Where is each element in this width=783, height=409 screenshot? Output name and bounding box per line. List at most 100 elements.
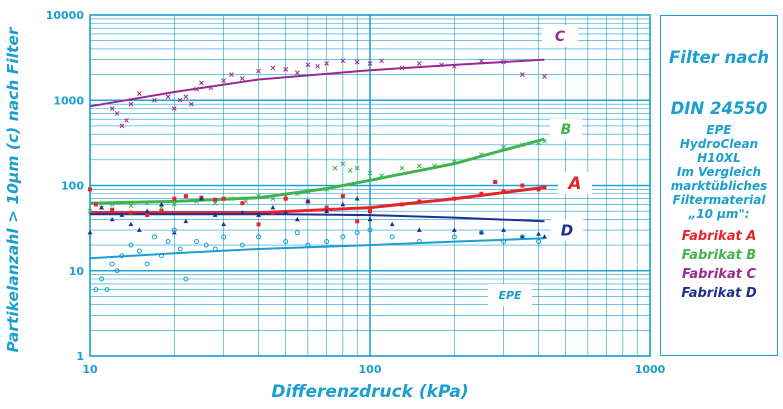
point-epe [221, 234, 227, 240]
point-c [109, 106, 115, 111]
point-d [183, 218, 189, 224]
point-epe [165, 239, 171, 245]
curve-d [90, 213, 545, 223]
point-a [88, 187, 92, 192]
point-a [417, 199, 422, 204]
point-epe [183, 276, 189, 282]
point-c [165, 94, 171, 100]
point-a [93, 202, 98, 207]
point-epe [283, 239, 289, 245]
point-d [136, 227, 142, 232]
point-d [239, 210, 245, 215]
legend-title-line1: Filter nach [669, 48, 769, 67]
point-a [183, 194, 188, 199]
point-b [128, 203, 134, 209]
point-d [199, 196, 204, 201]
point-b [332, 165, 338, 171]
point-c [199, 80, 204, 86]
fit-curves [89, 58, 545, 260]
point-epe [389, 234, 395, 240]
point-b [416, 163, 422, 169]
point-c [256, 68, 261, 74]
point-a [520, 183, 525, 188]
point-c [136, 91, 142, 96]
point-epe [152, 234, 158, 240]
point-epe [239, 242, 245, 248]
series-label-bg-d [551, 219, 583, 241]
point-epe [294, 230, 300, 236]
point-b [324, 187, 329, 192]
point-c [221, 78, 226, 83]
legend-line: Filtermaterial [672, 193, 766, 207]
point-c [171, 106, 177, 111]
point-c [501, 59, 506, 65]
point-a [270, 210, 275, 215]
point-d [283, 210, 289, 215]
point-d [128, 221, 134, 227]
series-label-epe: EPE [498, 289, 522, 302]
point-b [451, 159, 457, 165]
point-c [354, 59, 360, 65]
point-epe [212, 246, 218, 252]
point-b [212, 200, 218, 206]
point-b [194, 199, 199, 204]
point-c [128, 101, 134, 107]
legend-description: EPE HydroClean H10XL Im Vergleich marktü… [661, 123, 777, 221]
y-tick-label: 1000 [53, 94, 84, 107]
x-tick-label: 10 [82, 363, 98, 376]
point-b [159, 205, 164, 210]
point-epe [193, 239, 199, 245]
legend-line: H10XL [697, 151, 741, 165]
point-c [367, 61, 373, 66]
point-b [536, 140, 541, 145]
point-c [208, 85, 214, 91]
point-b [294, 191, 300, 197]
point-b [243, 199, 249, 204]
point-a [399, 202, 404, 207]
point-b [479, 152, 484, 158]
y-tick-label: 1 [76, 350, 84, 363]
point-b [379, 173, 384, 179]
point-b [270, 196, 276, 202]
point-a [340, 194, 345, 199]
legend-line: HydroClean [679, 137, 759, 151]
point-epe [114, 268, 120, 274]
point-epe [305, 242, 311, 248]
point-a [145, 213, 150, 218]
point-epe [354, 230, 360, 236]
curve-b [89, 137, 545, 205]
point-a [110, 207, 115, 212]
point-epe [203, 242, 209, 248]
curve-c [89, 58, 545, 108]
legend-box: Filter nach DIN 24550 EPE HydroClean H10… [660, 15, 778, 356]
point-epe [478, 230, 484, 236]
legend-line: EPE [706, 123, 732, 137]
point-b [347, 168, 353, 173]
series-label-bg-epe [488, 284, 532, 306]
point-d [479, 230, 484, 235]
point-a [283, 196, 288, 201]
grid [89, 14, 651, 357]
series-label-b: B [561, 122, 572, 138]
series-label-bg-b [550, 119, 582, 139]
y-tick-label: 100 [61, 180, 84, 193]
point-d [270, 205, 276, 210]
point-c [416, 61, 422, 66]
point-c [270, 65, 276, 71]
point-d [305, 198, 311, 204]
point-c [305, 62, 311, 68]
series-label-d: D [561, 221, 573, 239]
point-epe [104, 287, 110, 293]
point-b [256, 193, 261, 199]
point-b [399, 165, 405, 171]
point-a [542, 185, 547, 190]
point-d [389, 221, 395, 227]
plot-frame [89, 14, 651, 357]
point-a [368, 209, 372, 214]
point-c [324, 61, 329, 66]
point-c [519, 72, 525, 77]
point-epe [324, 239, 330, 245]
series-label-c: C [555, 29, 566, 45]
point-a [536, 187, 541, 192]
